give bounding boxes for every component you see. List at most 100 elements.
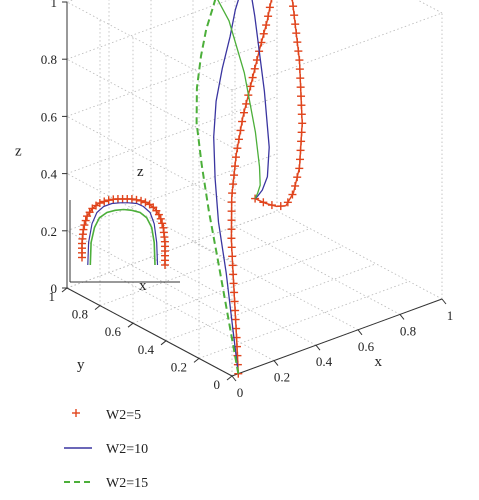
data-point-marker xyxy=(229,270,238,279)
data-point-marker xyxy=(293,38,302,47)
x-tick-label: 0.2 xyxy=(274,370,290,385)
y-axis-line xyxy=(66,287,233,377)
inset-series-line xyxy=(87,202,159,266)
grid-line xyxy=(192,241,359,331)
inset-point-marker xyxy=(95,199,104,208)
data-point-marker xyxy=(270,0,273,3)
legend-item: W2=5 xyxy=(72,408,141,423)
inset-point-marker xyxy=(100,197,109,206)
data-point-marker xyxy=(259,29,268,38)
data-point-marker xyxy=(227,243,236,252)
y-tick-mark xyxy=(94,305,101,310)
data-point-marker xyxy=(242,99,251,108)
z-tick-label: 1 xyxy=(51,0,58,10)
data-point-marker xyxy=(291,181,300,190)
x-axis-line xyxy=(231,298,443,377)
inset-point-marker xyxy=(79,225,88,234)
data-point-marker xyxy=(264,12,273,21)
data-series xyxy=(195,0,307,378)
tick-labels: 00.20.40.60.8100.20.40.60.8100.20.40.60.… xyxy=(41,0,454,400)
x-tick-label: 0.8 xyxy=(400,323,416,338)
grid-line xyxy=(66,58,233,148)
y-axis-label: y xyxy=(77,357,85,373)
data-point-marker xyxy=(276,202,285,211)
data-point-marker xyxy=(227,207,236,216)
inset-point-marker xyxy=(80,221,89,230)
data-point-marker xyxy=(233,144,242,153)
data-point-marker xyxy=(262,21,271,30)
grid-line xyxy=(108,272,275,361)
data-point-marker xyxy=(265,3,274,12)
grid-line xyxy=(66,210,278,289)
x-tick-mark xyxy=(441,298,447,305)
grid-line xyxy=(66,1,233,91)
data-point-marker xyxy=(291,0,293,2)
data-point-marker xyxy=(296,83,305,92)
data-point-marker xyxy=(227,234,236,243)
data-point-marker xyxy=(297,137,306,146)
data-point-marker xyxy=(250,64,259,73)
data-point-marker xyxy=(236,126,245,135)
data-point-marker xyxy=(297,101,306,110)
grid-line xyxy=(66,39,278,117)
inset-z-label: z xyxy=(137,164,144,180)
data-point-marker xyxy=(227,198,236,207)
data-point-marker xyxy=(229,180,238,189)
inset-series-w2-5 xyxy=(78,195,169,269)
grid-line xyxy=(66,153,278,232)
grid-line xyxy=(165,263,377,342)
data-point-marker xyxy=(246,82,255,91)
series-line xyxy=(230,0,303,374)
grid-line xyxy=(66,96,278,174)
series-w2-10 xyxy=(213,0,270,374)
y-tick-mark xyxy=(61,287,68,293)
data-point-marker xyxy=(288,190,297,199)
series-w2-15 xyxy=(217,0,261,199)
legend-item: W2=10 xyxy=(64,442,148,457)
x-tick-mark xyxy=(357,329,363,336)
series-line xyxy=(217,0,261,199)
data-point-marker xyxy=(230,288,239,297)
grid-line xyxy=(66,0,74,3)
data-point-marker xyxy=(252,56,261,65)
series-w2-5 xyxy=(227,0,307,378)
inset-point-marker xyxy=(104,196,113,205)
z-tick-label: 0 xyxy=(51,281,58,296)
grid-line xyxy=(66,0,230,60)
data-point-marker xyxy=(239,108,248,117)
data-point-marker xyxy=(227,216,236,225)
data-point-marker xyxy=(231,315,240,324)
x-tick-mark xyxy=(399,314,405,320)
data-point-marker xyxy=(231,306,240,315)
series-line xyxy=(213,0,270,374)
y-tick-mark xyxy=(226,375,233,381)
y-tick-label: 0.6 xyxy=(105,324,122,339)
data-point-marker xyxy=(296,74,305,83)
data-point-marker xyxy=(298,119,307,128)
inset-point-marker xyxy=(156,214,165,223)
z-tick-label: 0.8 xyxy=(41,52,57,67)
data-point-marker xyxy=(294,47,303,56)
grid-line xyxy=(234,226,401,315)
data-point-marker xyxy=(295,65,304,74)
inset-point-marker xyxy=(141,198,150,207)
x-tick-mark xyxy=(273,360,279,366)
grid-line xyxy=(99,228,311,306)
data-point-marker xyxy=(234,135,243,144)
data-point-marker xyxy=(248,73,257,82)
data-point-marker xyxy=(228,252,237,261)
data-point-marker xyxy=(227,225,236,234)
grid-line xyxy=(276,210,443,300)
data-point-marker xyxy=(291,20,300,29)
data-point-marker xyxy=(230,297,239,306)
z-axis-label: z xyxy=(15,144,22,160)
x-tick-mark xyxy=(231,375,237,382)
z-tick-label: 0.6 xyxy=(41,109,58,124)
grid-line xyxy=(66,116,233,205)
x-tick-mark xyxy=(315,344,321,351)
x-tick-label: 0.4 xyxy=(316,354,333,369)
legend-marker xyxy=(72,409,80,417)
inset-point-marker xyxy=(127,195,136,204)
data-point-marker xyxy=(297,110,306,119)
